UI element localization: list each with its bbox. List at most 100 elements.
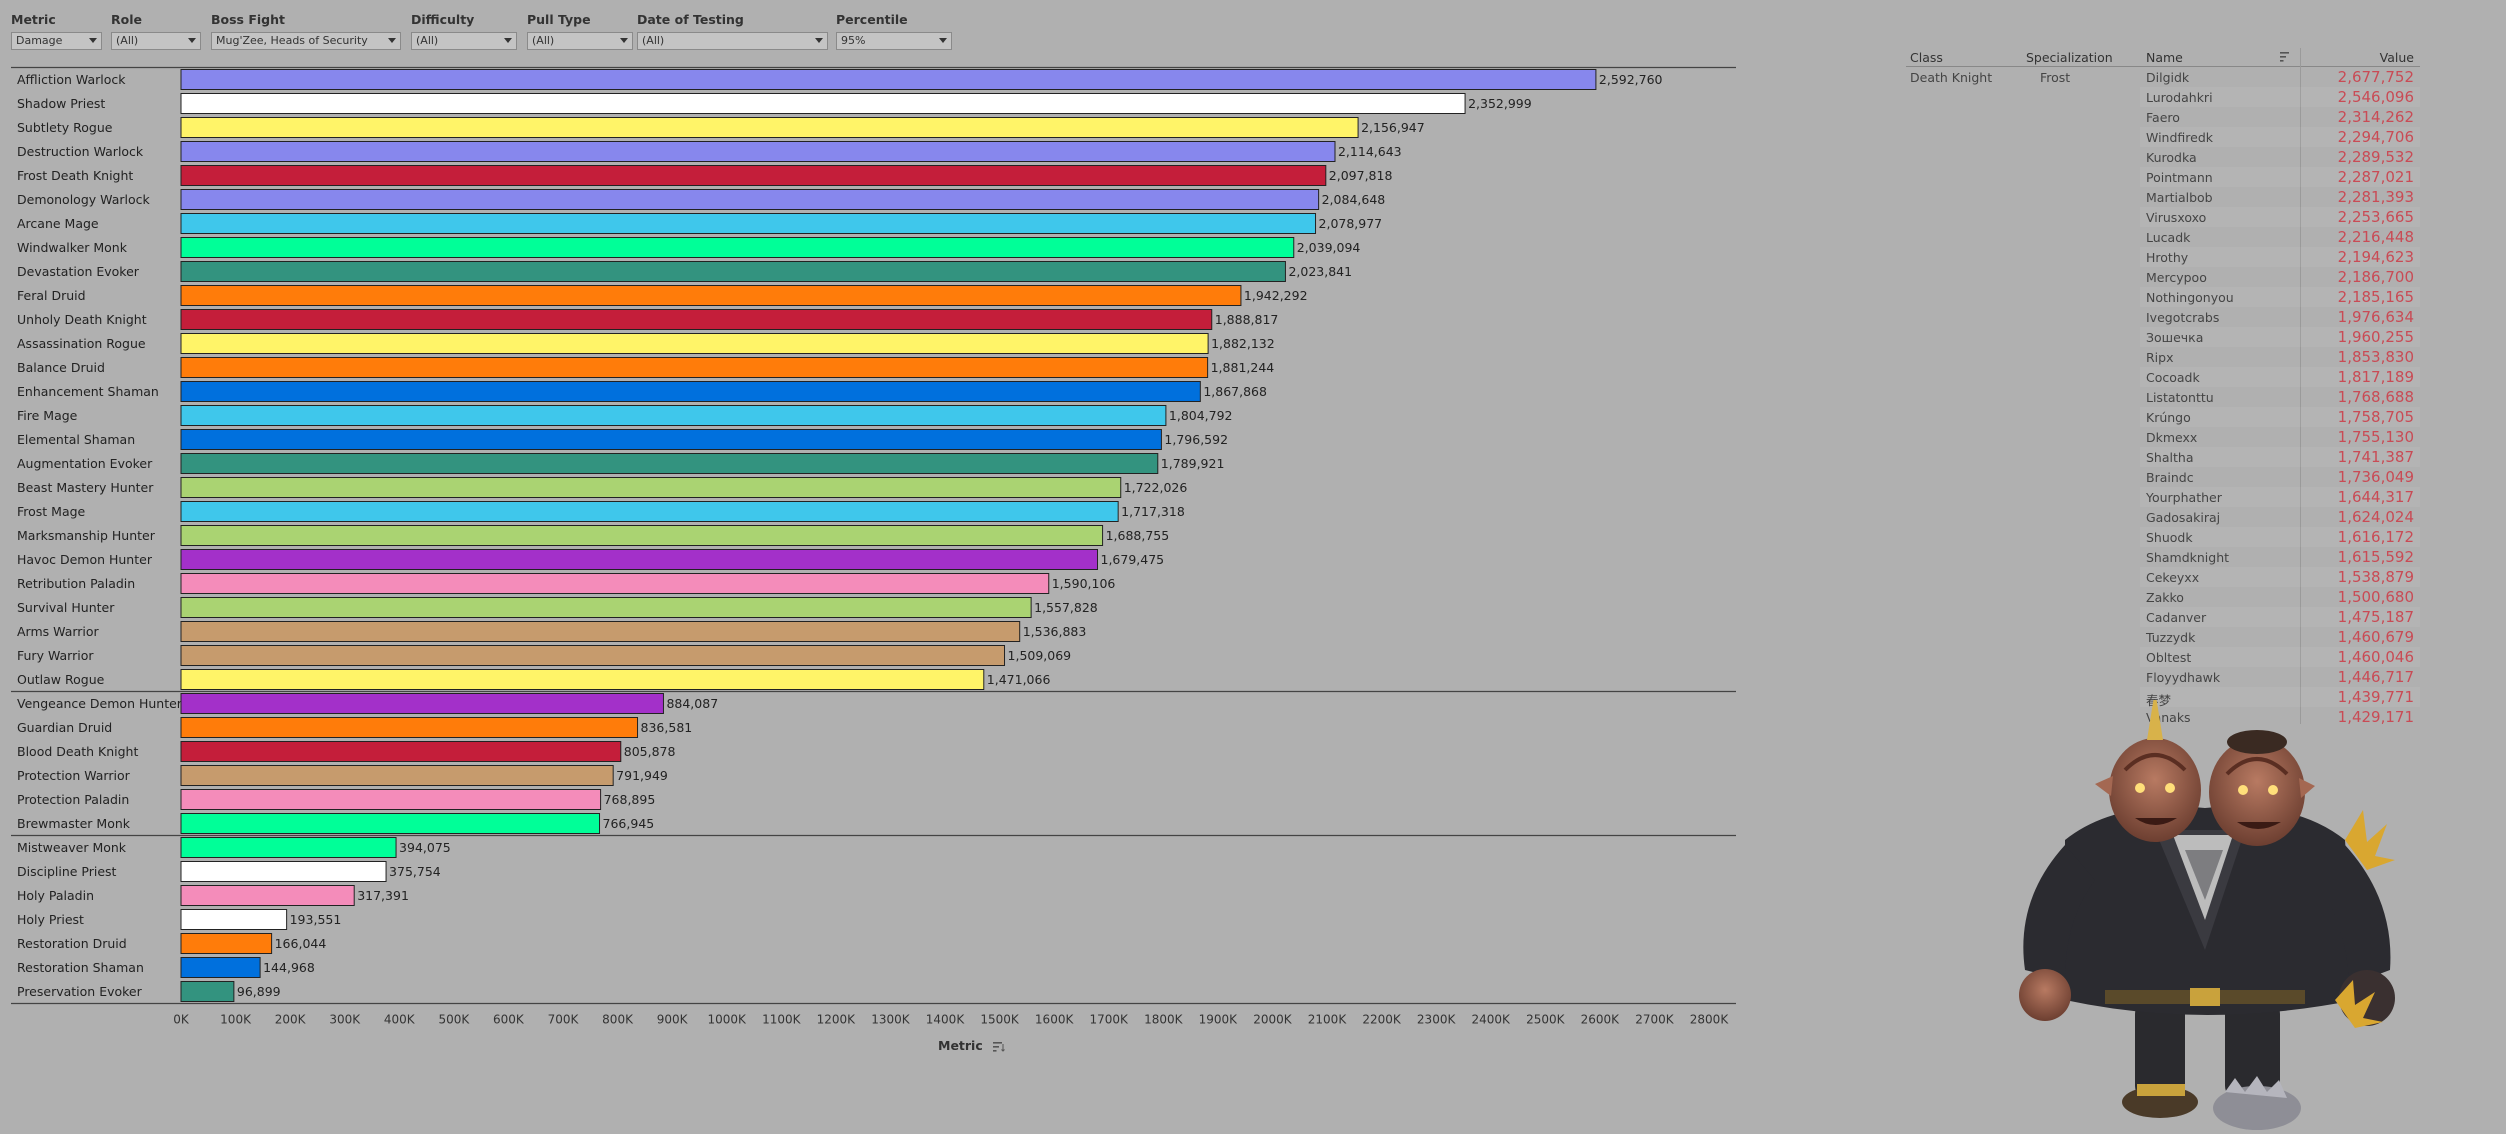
bar[interactable] xyxy=(180,981,235,1002)
x-tick-label: 1700K xyxy=(1090,1013,1130,1027)
bar[interactable] xyxy=(180,669,985,690)
filter-date-of-testing-label: Date of Testing xyxy=(637,12,744,27)
table-row[interactable]: Shamdknight 1,615,592 xyxy=(2140,547,2420,567)
x-tick-label: 2600K xyxy=(1581,1013,1621,1027)
bar[interactable] xyxy=(180,549,1099,570)
table-row[interactable]: Martialbob 2,281,393 xyxy=(2140,187,2420,207)
bar[interactable] xyxy=(180,405,1167,426)
table-row[interactable]: Зошечка 1,960,255 xyxy=(2140,327,2420,347)
chevron-down-icon xyxy=(388,38,396,43)
table-row[interactable]: Dkmexx 1,755,130 xyxy=(2140,427,2420,447)
table-row[interactable]: 春梦 1,439,771 xyxy=(2140,687,2420,708)
table-row[interactable]: Ripx 1,853,830 xyxy=(2140,347,2420,367)
bar[interactable] xyxy=(180,189,1320,210)
bar[interactable] xyxy=(180,429,1162,450)
filter-pull-type-dropdown[interactable]: (All) xyxy=(527,32,633,50)
bar[interactable] xyxy=(180,381,1201,402)
bar[interactable] xyxy=(180,117,1359,138)
bar[interactable] xyxy=(180,573,1050,594)
filter-boss-fight-dropdown[interactable]: Mug'Zee, Heads of Security xyxy=(211,32,401,50)
table-row[interactable]: Obltest 1,460,046 xyxy=(2140,647,2420,667)
filter-date-of-testing-dropdown[interactable]: (All) xyxy=(637,32,828,50)
table-row[interactable]: Virusxoxo 2,253,665 xyxy=(2140,207,2420,227)
table-row[interactable]: Listatonttu 1,768,688 xyxy=(2140,387,2420,407)
bar[interactable] xyxy=(180,741,622,762)
bar[interactable] xyxy=(180,933,273,954)
player-value: 1,960,255 xyxy=(2337,328,2414,346)
table-row[interactable]: Cadanver 1,475,187 xyxy=(2140,607,2420,627)
bar[interactable] xyxy=(180,477,1122,498)
table-row[interactable]: Floyydhawk 1,446,717 xyxy=(2140,667,2420,687)
bar[interactable] xyxy=(180,957,261,978)
filter-difficulty-dropdown[interactable]: (All) xyxy=(411,32,517,50)
filter-metric-label: Metric xyxy=(11,12,56,27)
bar[interactable] xyxy=(180,285,1242,306)
table-row[interactable]: Shuodk 1,616,172 xyxy=(2140,527,2420,547)
bar[interactable] xyxy=(180,693,664,714)
table-row[interactable]: Cekeyxx 1,538,879 xyxy=(2140,567,2420,587)
x-tick-label: 800K xyxy=(602,1013,634,1027)
bar[interactable] xyxy=(180,645,1006,666)
table-row[interactable]: Hrothy 2,194,623 xyxy=(2140,247,2420,267)
table-row[interactable]: Faero 2,314,262 xyxy=(2140,107,2420,127)
player-name: Yourphather xyxy=(2146,490,2222,505)
player-value: 1,624,024 xyxy=(2337,508,2414,526)
table-row[interactable]: Gadosakiraj 1,624,024 xyxy=(2140,507,2420,527)
bar-category-label: Mistweaver Monk xyxy=(17,840,127,855)
table-row[interactable]: Mercypoo 2,186,700 xyxy=(2140,267,2420,287)
bar[interactable] xyxy=(180,717,639,738)
player-value: 1,615,592 xyxy=(2337,548,2414,566)
table-row[interactable]: Zakko 1,500,680 xyxy=(2140,587,2420,607)
x-axis-title: Metric xyxy=(938,1038,1005,1053)
bar[interactable] xyxy=(180,765,614,786)
bar-chart: Affliction Warlock 2,592,760 Shadow Priest… xyxy=(11,66,1736,1027)
bar[interactable] xyxy=(180,837,397,858)
bar-category-label: Elemental Shaman xyxy=(17,432,135,447)
bar[interactable] xyxy=(180,261,1286,282)
table-row[interactable]: Kurodka 2,289,532 xyxy=(2140,147,2420,167)
bar[interactable] xyxy=(180,789,602,810)
bar[interactable] xyxy=(180,909,288,930)
table-row[interactable]: Braindc 1,736,049 xyxy=(2140,467,2420,487)
bar[interactable] xyxy=(180,93,1466,114)
table-row[interactable]: Lucadk 2,216,448 xyxy=(2140,227,2420,247)
filter-role-dropdown[interactable]: (All) xyxy=(111,32,201,50)
bar[interactable] xyxy=(180,333,1209,354)
table-row[interactable]: Pointmann 2,287,021 xyxy=(2140,167,2420,187)
table-row[interactable]: Shaltha 1,741,387 xyxy=(2140,447,2420,467)
bar-category-label: Preservation Evoker xyxy=(17,984,143,999)
filter-percentile-dropdown[interactable]: 95% xyxy=(836,32,952,50)
player-name: Listatonttu xyxy=(2146,390,2214,405)
sort-icon[interactable] xyxy=(993,1041,1005,1052)
table-row[interactable]: Cocoadk 1,817,189 xyxy=(2140,367,2420,387)
table-row[interactable]: Dilgidk 2,677,752 xyxy=(2140,67,2420,87)
bar[interactable] xyxy=(180,357,1209,378)
bar[interactable] xyxy=(180,501,1119,522)
table-row[interactable]: Ivegotcrabs 1,976,634 xyxy=(2140,307,2420,327)
bar[interactable] xyxy=(180,621,1021,642)
player-value: 2,253,665 xyxy=(2337,208,2414,226)
table-row[interactable]: Krúngo 1,758,705 xyxy=(2140,407,2420,427)
bar[interactable] xyxy=(180,309,1213,330)
bar[interactable] xyxy=(180,237,1295,258)
bar[interactable] xyxy=(180,141,1336,162)
table-row[interactable]: Tuzzydk 1,460,679 xyxy=(2140,627,2420,647)
bar-value-label: 1,717,318 xyxy=(1121,504,1185,519)
bar[interactable] xyxy=(180,861,387,882)
bar[interactable] xyxy=(180,885,355,906)
bar[interactable] xyxy=(180,453,1159,474)
table-row[interactable]: Lurodahkri 2,546,096 xyxy=(2140,87,2420,107)
bar[interactable] xyxy=(180,213,1317,234)
bar-category-label: Destruction Warlock xyxy=(17,144,144,159)
x-tick-label: 2300K xyxy=(1417,1013,1457,1027)
bar[interactable] xyxy=(180,69,1597,90)
table-row[interactable]: Yourphather 1,644,317 xyxy=(2140,487,2420,507)
bar[interactable] xyxy=(180,597,1032,618)
sort-icon[interactable] xyxy=(2280,52,2292,62)
bar[interactable] xyxy=(180,165,1327,186)
bar[interactable] xyxy=(180,813,601,834)
filter-metric-dropdown[interactable]: Damage xyxy=(11,32,102,50)
bar[interactable] xyxy=(180,525,1104,546)
table-row[interactable]: Nothingonyou 2,185,165 xyxy=(2140,287,2420,307)
table-row[interactable]: Windfiredk 2,294,706 xyxy=(2140,127,2420,147)
